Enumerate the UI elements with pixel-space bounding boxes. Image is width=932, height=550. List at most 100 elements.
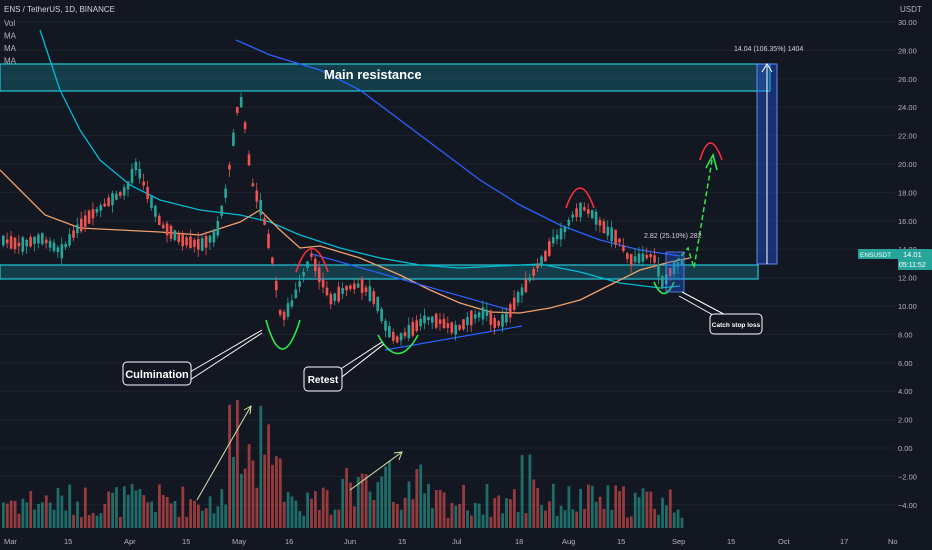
volume-bar — [392, 501, 395, 528]
volume-bar — [466, 510, 469, 528]
price-tick-label: 22.00 — [898, 132, 917, 141]
candle-body — [138, 168, 142, 179]
volume-bar — [407, 481, 411, 528]
moving-average-teal — [39, 29, 681, 289]
candle-body — [446, 323, 450, 328]
measure-label-big: 14.04 (106.35%) 1404 — [734, 46, 803, 53]
volume-bar — [243, 468, 247, 528]
candle-body — [462, 319, 465, 330]
volume-bar — [282, 501, 286, 528]
candle-body — [321, 279, 325, 288]
price-axis[interactable]: USDT 30.00 28.00 26.00 24.00 22.00 20.00 18.00… — [898, 5, 922, 510]
volume-bar — [434, 490, 438, 528]
volume-bar — [17, 513, 21, 528]
time-tick-label: Sep — [672, 537, 685, 546]
volume-bar — [76, 501, 79, 528]
candle-body — [470, 310, 473, 326]
price-tag — [898, 249, 932, 270]
candle-body — [169, 225, 173, 239]
time-tick-label: Apr — [124, 537, 136, 546]
volume-bar — [618, 491, 621, 528]
candle-body — [345, 285, 348, 291]
candle-body — [5, 239, 9, 244]
price-tick-label: 30.00 — [898, 18, 917, 27]
candle-body — [314, 258, 317, 272]
indicator-label[interactable]: MA — [4, 57, 17, 66]
volume-bar — [294, 500, 298, 528]
candle-body — [341, 288, 344, 294]
volume-bar — [598, 496, 602, 528]
candle-body — [302, 272, 305, 277]
time-tick-label: 15 — [182, 537, 190, 546]
candle-body — [158, 215, 161, 225]
volume-bar — [505, 498, 508, 528]
price-countdown: 05:11:52 — [899, 262, 926, 269]
volume-bar — [583, 508, 586, 528]
indicator-label[interactable]: Vol — [4, 19, 15, 28]
candle-body — [501, 314, 504, 327]
volume-bar — [680, 517, 684, 528]
volume-bar — [473, 502, 477, 528]
candle-body — [364, 287, 368, 292]
support-zone[interactable] — [0, 264, 759, 280]
bottom-arc-3 — [653, 281, 675, 295]
volume-bar — [197, 504, 200, 528]
time-tick-label: Jun — [344, 537, 356, 546]
culmination-callout[interactable] — [122, 361, 192, 386]
stop-loss-callout[interactable] — [709, 313, 763, 335]
descending-trendline[interactable] — [311, 253, 511, 311]
indicator-label[interactable]: MA — [4, 32, 17, 41]
candle-body — [618, 238, 621, 243]
volume-bar — [614, 485, 618, 528]
volume-bar — [91, 512, 95, 528]
small-range-measure[interactable] — [665, 251, 685, 293]
volume-bar — [228, 404, 231, 528]
candle-body — [337, 286, 340, 302]
volume-bar — [540, 504, 543, 528]
candle-body — [493, 317, 496, 328]
price-tick-label: 8.00 — [898, 330, 913, 339]
volume-bar — [333, 509, 337, 528]
moving-average-orange — [0, 169, 691, 314]
stop-loss-text: Catch stop loss — [712, 322, 761, 329]
symbol-title[interactable]: ENS / TetherUS, 1D, BINANCE — [4, 5, 115, 14]
volume-bar — [477, 503, 481, 528]
volume-bar — [275, 456, 278, 528]
volume-bar — [587, 484, 590, 528]
volume-bar — [224, 504, 228, 528]
volume-bar — [48, 502, 52, 528]
currency-label: USDT — [900, 5, 922, 14]
candle-body — [251, 183, 255, 187]
candle-body — [80, 218, 83, 232]
volume-bar — [653, 508, 657, 528]
candle-body — [454, 324, 457, 335]
volume-bar — [306, 492, 309, 528]
indicator-label[interactable]: MA — [4, 44, 17, 53]
volume-bar — [364, 473, 368, 528]
volume-bar — [427, 483, 430, 528]
ascending-trendline[interactable] — [384, 325, 523, 351]
time-axis[interactable]: Mar 15 Apr 15 May 16 Jun 15 Jul 18 Aug 15 Sep 15 Oct 17… — [4, 537, 898, 546]
candle-body — [473, 314, 477, 319]
time-tick-label: Oct — [778, 537, 791, 546]
candle-body — [637, 253, 641, 264]
price-symbol-tag — [858, 249, 898, 259]
volume-bar — [60, 495, 64, 528]
candle-body — [384, 320, 387, 331]
candle-body — [76, 224, 79, 234]
retest-callout[interactable] — [303, 366, 343, 392]
volume-bar — [645, 491, 649, 528]
volume-bar — [622, 486, 625, 528]
candle-body — [481, 307, 485, 320]
volume-bar — [239, 473, 243, 528]
measure-label-small: 2.82 (25.10%) 282 — [644, 233, 702, 240]
resistance-zone[interactable] — [0, 63, 771, 92]
price-tick-label: 6.00 — [898, 359, 913, 368]
candle-body — [466, 317, 469, 326]
volume-bar — [571, 509, 575, 528]
volume-bar — [103, 503, 107, 528]
candle-body — [197, 238, 200, 250]
volume-bar — [181, 486, 185, 528]
volume-bar — [337, 509, 341, 528]
